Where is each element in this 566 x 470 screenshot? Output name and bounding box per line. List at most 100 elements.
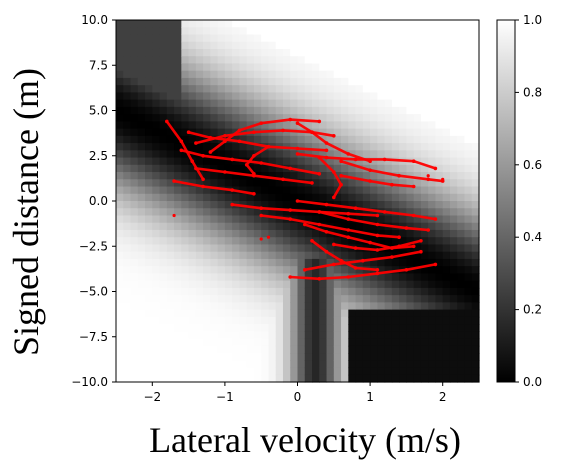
- heatmap-cell: [203, 20, 211, 28]
- heatmap-cell: [188, 237, 197, 246]
- trajectory-point: [252, 172, 256, 176]
- heatmap-cell: [442, 34, 451, 43]
- heatmap-cell: [348, 179, 357, 188]
- heatmap-cell: [413, 273, 422, 282]
- heatmap-cell: [159, 92, 168, 101]
- heatmap-cell: [210, 324, 219, 332]
- heatmap-cell: [268, 179, 277, 188]
- heatmap-cell: [420, 258, 429, 267]
- heatmap-cell: [195, 215, 204, 224]
- heatmap-cell: [224, 114, 233, 122]
- heatmap-cell: [326, 106, 335, 115]
- heatmap-cell: [181, 353, 190, 361]
- heatmap-cell: [253, 77, 262, 86]
- trajectory-point: [332, 195, 336, 200]
- heatmap-cell: [282, 353, 291, 361]
- heatmap-cell: [435, 41, 444, 50]
- heatmap-cell: [399, 70, 407, 79]
- heatmap-cell: [333, 157, 342, 166]
- trajectory-point: [172, 179, 176, 183]
- trajectory-point: [317, 277, 322, 281]
- heatmap-cell: [290, 316, 299, 325]
- heatmap-cell: [159, 164, 168, 173]
- heatmap-cell: [137, 244, 146, 253]
- heatmap-cell: [261, 150, 270, 159]
- heatmap-cell: [239, 309, 248, 318]
- heatmap-cell: [224, 222, 233, 231]
- heatmap-cell: [181, 27, 190, 36]
- heatmap-cell: [464, 201, 473, 209]
- heatmap-cell: [253, 287, 262, 296]
- heatmap-cell: [166, 287, 175, 296]
- heatmap-cell: [246, 56, 255, 65]
- heatmap-cell: [399, 353, 407, 361]
- heatmap-cell: [116, 56, 124, 65]
- heatmap-cell: [195, 258, 204, 267]
- heatmap-cell: [123, 302, 132, 311]
- heatmap-cell: [370, 92, 378, 101]
- heatmap-cell: [391, 287, 400, 296]
- heatmap-cell: [297, 77, 306, 86]
- heatmap-cell: [210, 63, 219, 72]
- heatmap-cell: [224, 193, 233, 202]
- heatmap-cell: [362, 143, 371, 151]
- heatmap-cell: [435, 135, 444, 144]
- heatmap-cell: [377, 251, 386, 260]
- trajectory-point: [397, 173, 401, 178]
- heatmap-cell: [362, 345, 371, 354]
- heatmap-cell: [297, 164, 306, 173]
- heatmap-cell: [348, 27, 357, 36]
- heatmap-cell: [246, 201, 255, 209]
- heatmap-cell: [195, 128, 204, 137]
- heatmap-cell: [224, 215, 233, 224]
- heatmap-cell: [370, 316, 378, 325]
- heatmap-cell: [152, 34, 161, 43]
- isolated-point: [259, 237, 263, 241]
- heatmap-cell: [282, 280, 291, 289]
- heatmap-cell: [384, 295, 393, 303]
- heatmap-cell: [297, 251, 306, 260]
- heatmap-cell: [174, 128, 182, 137]
- heatmap-cell: [137, 186, 146, 195]
- heatmap-cell: [159, 309, 168, 318]
- heatmap-cell: [174, 121, 182, 130]
- heatmap-cell: [297, 302, 306, 311]
- heatmap-cell: [217, 77, 226, 86]
- heatmap-cell: [449, 172, 458, 180]
- heatmap-cell: [348, 48, 357, 57]
- heatmap-cell: [406, 70, 415, 79]
- heatmap-cell: [428, 316, 437, 325]
- isolated-point: [266, 235, 271, 239]
- heatmap-cell: [130, 244, 139, 253]
- heatmap-cell: [145, 63, 153, 72]
- heatmap-cell: [166, 345, 175, 354]
- heatmap-cell: [428, 92, 437, 101]
- heatmap-cell: [152, 244, 161, 253]
- heatmap-cell: [246, 324, 255, 332]
- heatmap-cell: [370, 353, 378, 361]
- heatmap-cell: [137, 273, 146, 282]
- heatmap-cell: [181, 345, 190, 354]
- heatmap-cell: [341, 367, 349, 376]
- heatmap-cell: [174, 244, 182, 253]
- heatmap-cell: [348, 92, 357, 101]
- heatmap-cell: [355, 77, 364, 86]
- heatmap-cell: [123, 338, 132, 347]
- heatmap-cell: [268, 135, 277, 144]
- heatmap-cell: [312, 70, 320, 79]
- heatmap-cell: [449, 222, 458, 231]
- heatmap-cell: [464, 302, 473, 311]
- heatmap-cell: [297, 244, 306, 253]
- heatmap-cell: [435, 77, 444, 86]
- heatmap-cell: [406, 128, 415, 137]
- heatmap-cell: [304, 316, 313, 325]
- heatmap-cell: [224, 309, 233, 318]
- trajectory-point: [317, 155, 322, 160]
- heatmap-cell: [159, 201, 168, 209]
- heatmap-cell: [370, 34, 378, 43]
- heatmap-cell: [123, 172, 132, 180]
- heatmap-cell: [341, 237, 349, 246]
- heatmap-cell: [282, 201, 291, 209]
- heatmap-cell: [152, 251, 161, 260]
- trajectory-point: [433, 166, 438, 171]
